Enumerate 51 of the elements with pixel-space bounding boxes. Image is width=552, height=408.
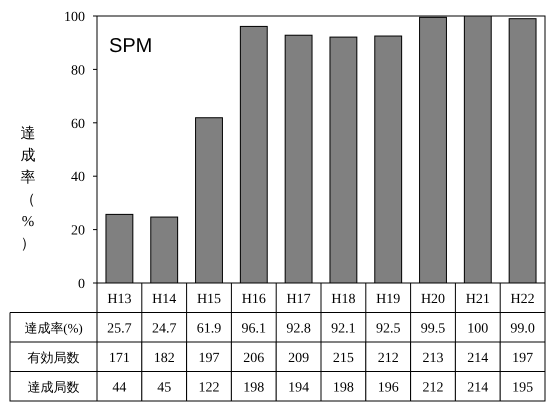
data-label: 24.7 [152,321,176,336]
data-label: 182 [154,350,175,366]
x-tick-label: H19 [376,292,400,307]
data-label: 25.7 [107,321,132,336]
x-tick-label: H17 [286,292,311,307]
x-tick-label: H14 [152,292,176,307]
data-label: 96.1 [242,321,266,336]
x-tick-label: H22 [510,292,535,307]
x-tick-label: H16 [242,292,266,307]
data-label: 212 [422,380,444,396]
data-label: 214 [467,350,488,366]
y-tick-label: 達成局数 [28,379,80,394]
data-label: 92.8 [286,321,311,336]
data-label: 44 [112,380,126,396]
annotation: SPM [109,35,152,57]
y-axis-title: 達成率（%） [20,125,36,252]
data-label: 45 [157,380,172,396]
y-tick-label: 有効局数 [28,350,80,365]
data-label: 196 [378,380,399,396]
data-label: 215 [332,350,354,366]
data-label: 197 [512,350,534,366]
data-label: 213 [422,350,444,366]
data-label: 209 [288,350,310,366]
data-label: 122 [198,380,220,396]
data-label: 99.5 [420,321,446,336]
data-label: 198 [243,380,264,396]
data-label: 214 [467,380,488,396]
data-label: 100 [467,321,488,336]
y-tick-label: 80 [71,63,85,78]
x-tick-label: H18 [331,292,356,307]
legend-label: 達成率(%) [24,320,83,336]
y-tick-label: 0 [78,277,85,292]
data-label: 92.5 [376,321,400,336]
data-label: 212 [378,350,399,366]
data-label: 92.1 [331,321,356,336]
y-tick-label: 100 [64,10,85,25]
y-tick-label: 20 [71,224,85,239]
x-tick-label: H20 [420,292,446,307]
y-tick-label: 40 [71,170,85,186]
data-label: 206 [243,350,264,366]
data-label: 197 [198,350,220,366]
data-label: 198 [332,380,354,396]
data-label: 194 [288,380,310,396]
data-label: 61.9 [196,321,222,336]
x-tick-label: H21 [466,292,490,307]
x-tick-label: H13 [107,292,132,307]
data-label: 99.0 [510,321,535,336]
y-tick-label: 60 [71,116,85,132]
data-label: 171 [108,350,130,366]
x-tick-label: H15 [196,292,222,307]
data-label: 195 [512,380,534,396]
